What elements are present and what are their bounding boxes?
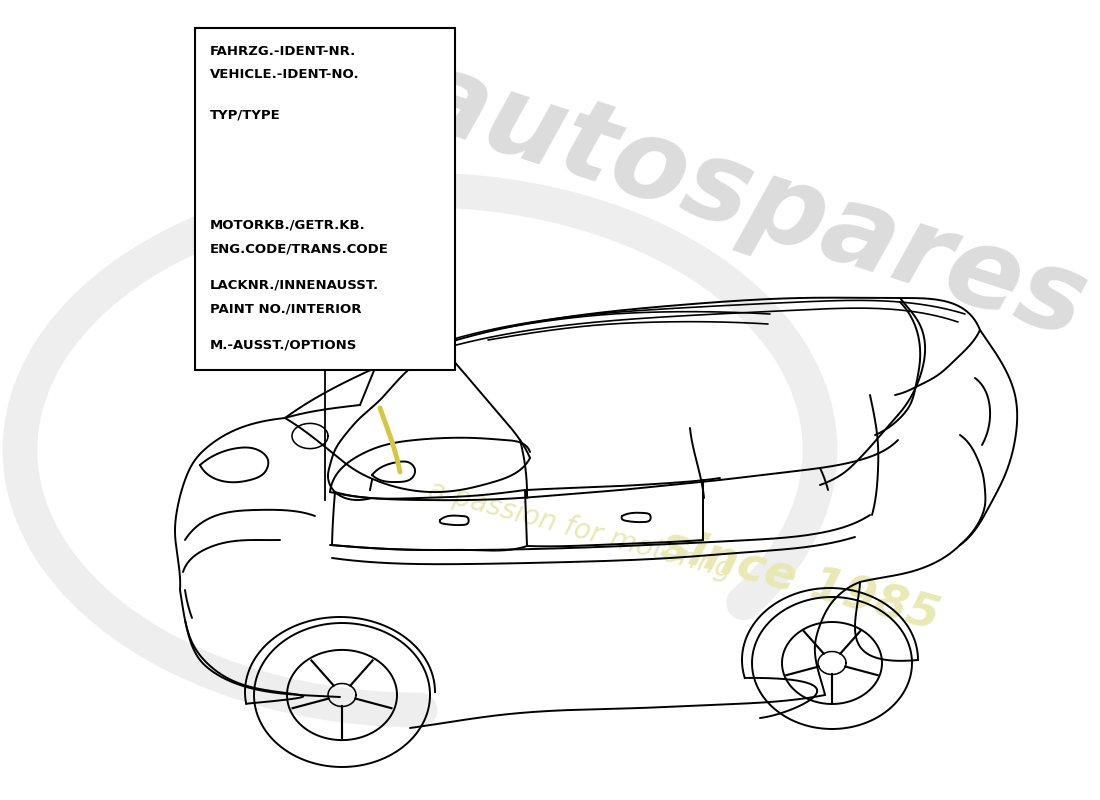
Text: since 1985: since 1985 [656,522,944,638]
Bar [195,28,455,370]
Text: M.-AUSST./OPTIONS: M.-AUSST./OPTIONS [210,338,358,351]
Text: PAINT NO./INTERIOR: PAINT NO./INTERIOR [210,303,362,316]
Text: VEHICLE.-IDENT-NO.: VEHICLE.-IDENT-NO. [210,68,360,81]
Text: autospares: autospares [400,41,1100,359]
Text: TYP/TYPE: TYP/TYPE [210,108,280,121]
Text: FAHRZG.-IDENT-NR.: FAHRZG.-IDENT-NR. [210,45,356,58]
Text: ENG.CODE/TRANS.CODE: ENG.CODE/TRANS.CODE [210,243,389,256]
Text: a passion for motoring: a passion for motoring [425,476,735,584]
Text: MOTORKB./GETR.KB.: MOTORKB./GETR.KB. [210,218,365,231]
Text: LACKNR./INNENAUSST.: LACKNR./INNENAUSST. [210,278,380,291]
